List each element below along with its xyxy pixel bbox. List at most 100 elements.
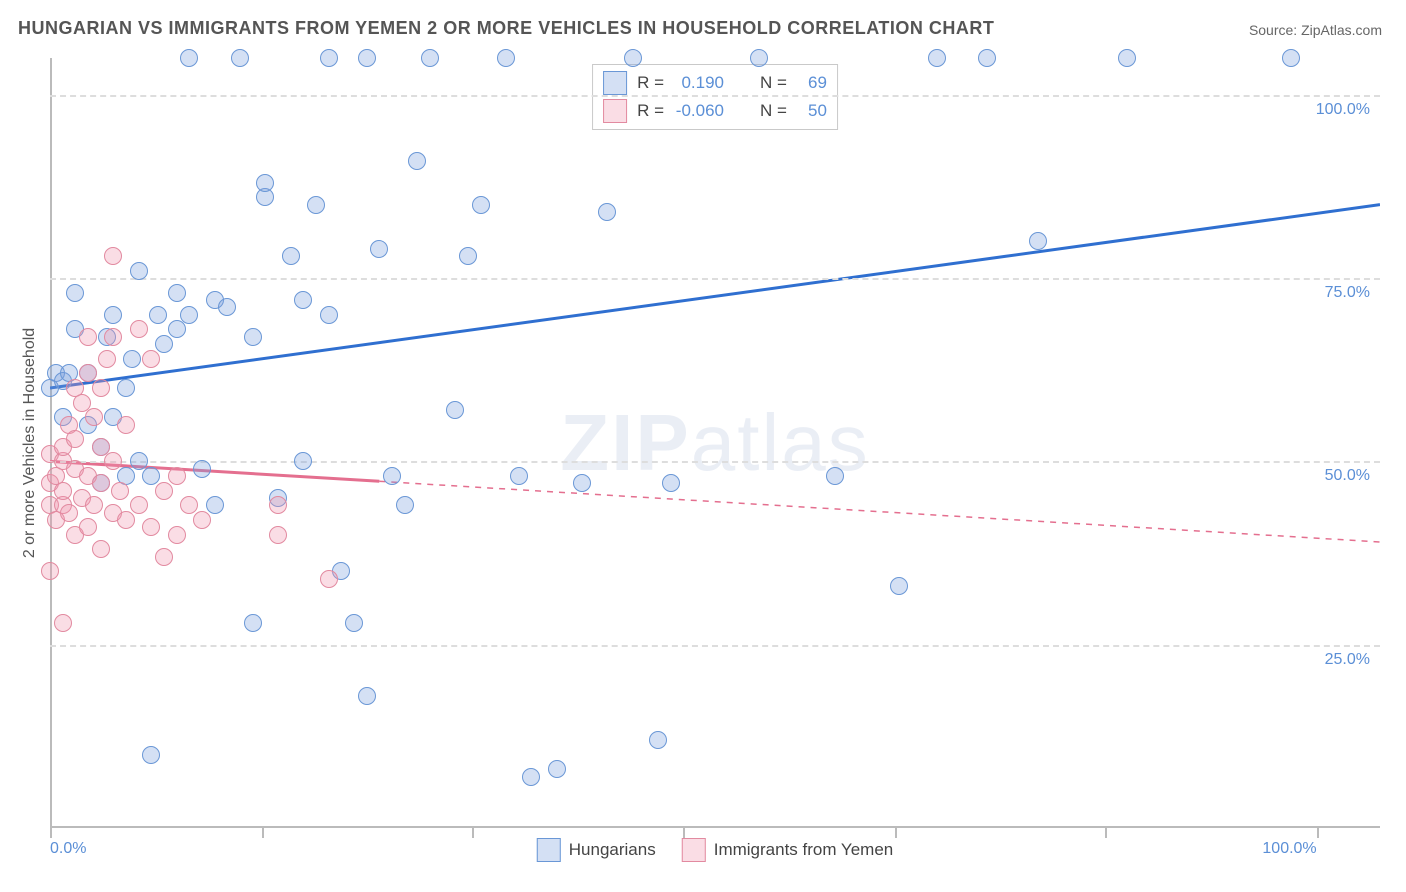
data-point-series-1 [130, 320, 148, 338]
data-point-series-0 [320, 306, 338, 324]
y-tick-label: 75.0% [1325, 284, 1370, 302]
data-point-series-0 [282, 247, 300, 265]
data-point-series-0 [459, 247, 477, 265]
data-point-series-1 [104, 452, 122, 470]
data-point-series-1 [41, 562, 59, 580]
data-point-series-0 [294, 291, 312, 309]
data-point-series-1 [66, 430, 84, 448]
data-point-series-0 [142, 467, 160, 485]
data-point-series-0 [104, 306, 122, 324]
gridline [50, 278, 1380, 280]
data-point-series-0 [624, 49, 642, 67]
data-point-series-0 [256, 174, 274, 192]
data-point-series-0 [1118, 49, 1136, 67]
y-tick-label: 50.0% [1325, 467, 1370, 485]
data-point-series-0 [307, 196, 325, 214]
data-point-series-1 [79, 518, 97, 536]
data-point-series-1 [155, 482, 173, 500]
x-tick-mark [895, 828, 897, 838]
data-point-series-0 [396, 496, 414, 514]
data-point-series-0 [168, 284, 186, 302]
data-point-series-0 [928, 49, 946, 67]
x-tick-mark [1317, 828, 1319, 838]
data-point-series-1 [193, 511, 211, 529]
data-point-series-1 [130, 496, 148, 514]
data-point-series-0 [421, 49, 439, 67]
stats-row-series-1: R = -0.060 N = 50 [603, 97, 827, 125]
data-point-series-0 [168, 320, 186, 338]
x-tick-mark [50, 828, 52, 838]
data-point-series-1 [168, 526, 186, 544]
data-point-series-1 [73, 394, 91, 412]
y-tick-label: 100.0% [1316, 101, 1370, 119]
legend-item-0: Hungarians [537, 838, 656, 862]
data-point-series-1 [117, 511, 135, 529]
data-point-series-0 [117, 379, 135, 397]
gridline [50, 95, 1380, 97]
data-point-series-0 [218, 298, 236, 316]
data-point-series-1 [104, 247, 122, 265]
x-tick-label: 0.0% [50, 840, 86, 858]
y-axis-label: 2 or more Vehicles in Household [21, 328, 39, 558]
data-point-series-1 [180, 496, 198, 514]
data-point-series-0 [180, 306, 198, 324]
data-point-series-1 [320, 570, 338, 588]
data-point-series-0 [244, 614, 262, 632]
data-point-series-1 [92, 438, 110, 456]
data-point-series-1 [54, 614, 72, 632]
data-point-series-0 [649, 731, 667, 749]
data-point-series-0 [180, 49, 198, 67]
x-tick-mark [1105, 828, 1107, 838]
data-point-series-1 [155, 548, 173, 566]
data-point-series-0 [383, 467, 401, 485]
data-point-series-1 [92, 540, 110, 558]
x-tick-mark [262, 828, 264, 838]
swatch-series-0-bottom [537, 838, 561, 862]
data-point-series-0 [155, 335, 173, 353]
watermark: ZIPatlas [560, 397, 869, 489]
data-point-series-0 [598, 203, 616, 221]
data-point-series-1 [98, 350, 116, 368]
data-point-series-1 [54, 482, 72, 500]
x-tick-mark [683, 828, 685, 838]
data-point-series-0 [510, 467, 528, 485]
bottom-legend: Hungarians Immigrants from Yemen [537, 838, 893, 862]
data-point-series-0 [231, 49, 249, 67]
data-point-series-0 [130, 452, 148, 470]
data-point-series-1 [168, 467, 186, 485]
data-point-series-0 [320, 49, 338, 67]
trend-lines [50, 58, 1380, 828]
data-point-series-0 [522, 768, 540, 786]
chart-title: HUNGARIAN VS IMMIGRANTS FROM YEMEN 2 OR … [18, 18, 994, 39]
swatch-series-0 [603, 71, 627, 95]
data-point-series-0 [1282, 49, 1300, 67]
x-tick-label: 100.0% [1262, 840, 1316, 858]
swatch-series-1-bottom [682, 838, 706, 862]
data-point-series-1 [92, 379, 110, 397]
data-point-series-1 [142, 350, 160, 368]
data-point-series-1 [142, 518, 160, 536]
data-point-series-0 [750, 49, 768, 67]
source-attribution: Source: ZipAtlas.com [1249, 22, 1382, 38]
data-point-series-0 [662, 474, 680, 492]
stats-row-series-0: R = 0.190 N = 69 [603, 69, 827, 97]
data-point-series-1 [79, 364, 97, 382]
data-point-series-0 [345, 614, 363, 632]
data-point-series-0 [978, 49, 996, 67]
data-point-series-0 [206, 496, 224, 514]
y-axis-line [50, 58, 52, 828]
data-point-series-0 [130, 262, 148, 280]
stats-legend-box: R = 0.190 N = 69 R = -0.060 N = 50 [592, 64, 838, 130]
y-tick-label: 25.0% [1325, 651, 1370, 669]
data-point-series-1 [269, 526, 287, 544]
data-point-series-0 [1029, 232, 1047, 250]
data-point-series-1 [104, 328, 122, 346]
data-point-series-0 [123, 350, 141, 368]
swatch-series-1 [603, 99, 627, 123]
data-point-series-1 [60, 504, 78, 522]
data-point-series-1 [111, 482, 129, 500]
gridline [50, 645, 1380, 647]
data-point-series-0 [294, 452, 312, 470]
data-point-series-0 [66, 284, 84, 302]
data-point-series-1 [269, 496, 287, 514]
